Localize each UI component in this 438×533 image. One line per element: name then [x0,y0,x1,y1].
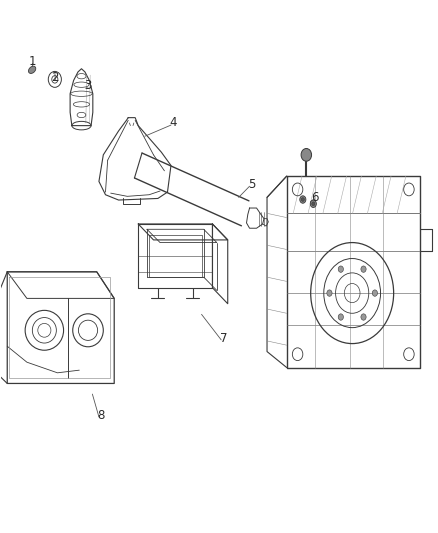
Circle shape [327,290,332,296]
Ellipse shape [301,198,304,201]
Circle shape [338,314,343,320]
Text: 2: 2 [52,71,59,84]
Ellipse shape [312,202,315,206]
Text: 7: 7 [219,332,227,345]
Ellipse shape [28,66,36,74]
Circle shape [338,266,343,272]
Circle shape [372,290,378,296]
Text: 4: 4 [170,117,177,130]
Text: 6: 6 [311,191,319,204]
Text: 3: 3 [85,79,92,92]
Circle shape [361,266,366,272]
Text: 5: 5 [248,177,255,191]
Text: 1: 1 [28,55,36,68]
Ellipse shape [300,196,306,203]
Text: 8: 8 [97,409,105,422]
Circle shape [361,314,366,320]
Circle shape [301,149,311,161]
Ellipse shape [310,200,316,207]
